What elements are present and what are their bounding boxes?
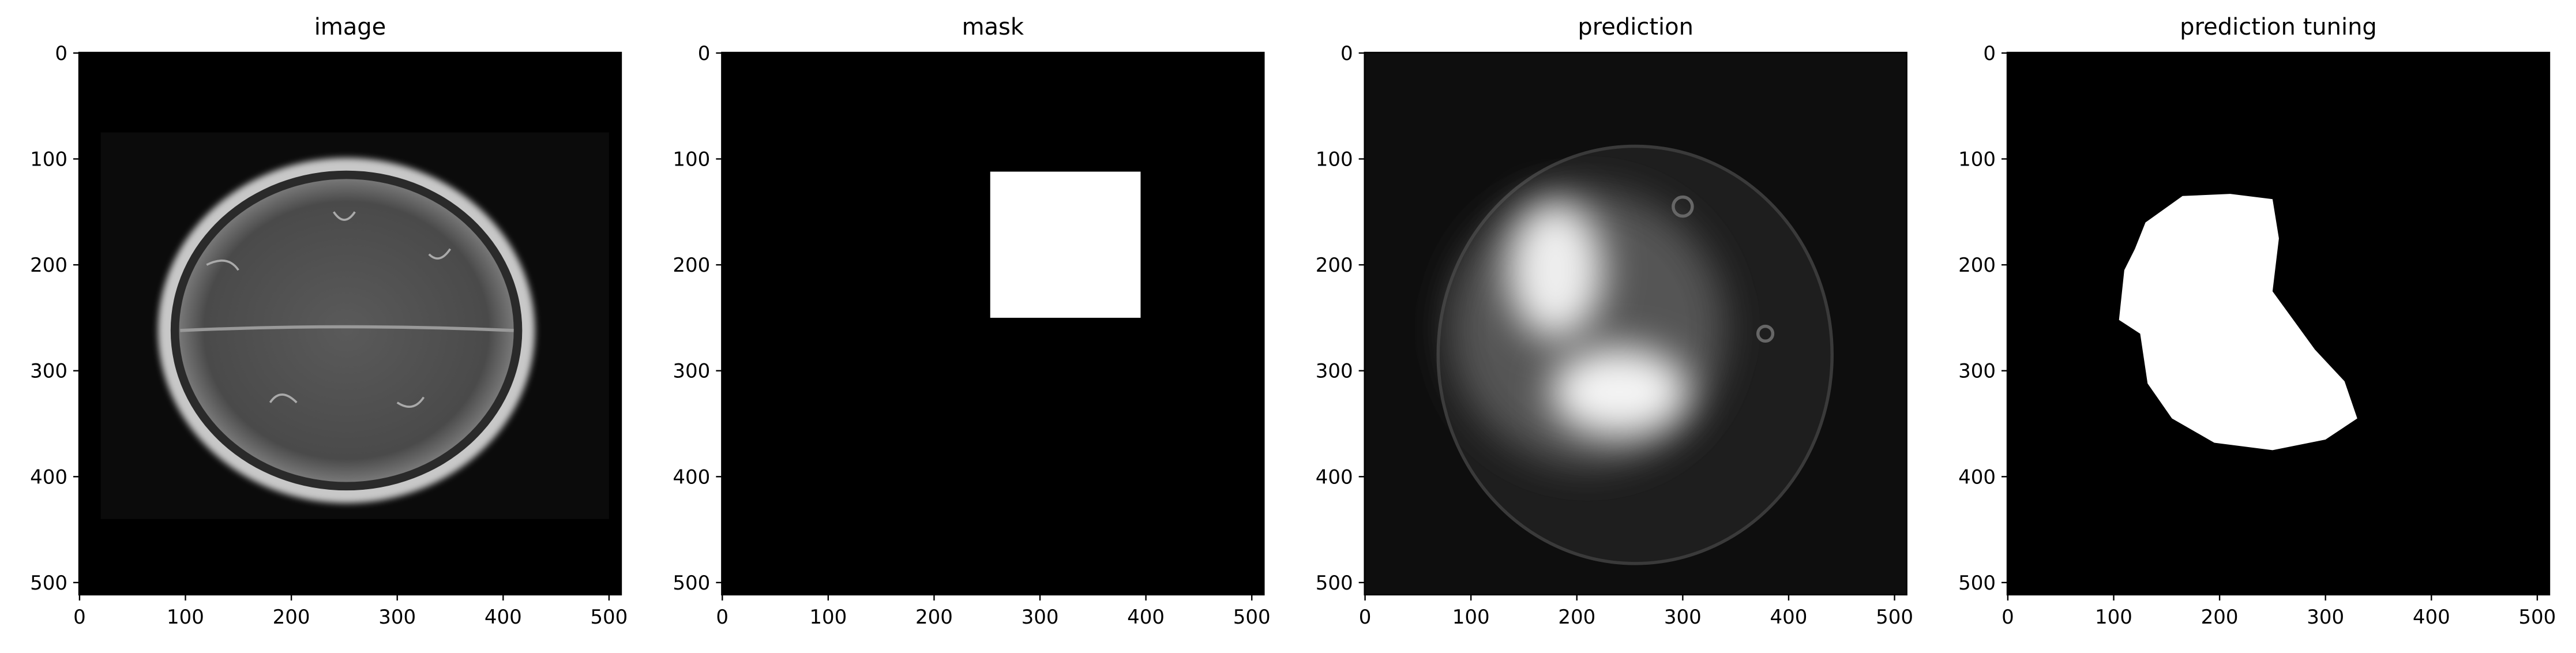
- y-tick-label: 400: [673, 466, 710, 489]
- x-tick-label: 0: [73, 606, 86, 629]
- y-tick-label: 200: [30, 254, 67, 277]
- y-tick-label: 0: [1983, 42, 1996, 65]
- axes-frame: [78, 51, 622, 596]
- x-tick-label: 300: [2307, 606, 2344, 629]
- y-tick-label: 0: [55, 42, 67, 65]
- x-tick-label: 200: [915, 606, 953, 629]
- x-tick-label: 300: [1664, 606, 1702, 629]
- y-tick-label: 200: [1316, 254, 1353, 277]
- x-tick-label: 400: [485, 606, 522, 629]
- x-tick-label: 0: [1359, 606, 1372, 629]
- x-tick-label: 100: [167, 606, 204, 629]
- panel-title: prediction: [1578, 14, 1693, 40]
- x-tick-label: 500: [1876, 606, 1913, 629]
- axes-frame: [721, 51, 1265, 596]
- x-tick-label: 500: [590, 606, 628, 629]
- prediction-tuning-picture: [2007, 52, 2549, 595]
- y-tick-label: 500: [673, 572, 710, 595]
- panel-title: mask: [962, 14, 1024, 40]
- y-tick-label: 400: [1958, 466, 1996, 489]
- panel-title: image: [314, 14, 386, 40]
- x-tick-label: 400: [2413, 606, 2450, 629]
- x-tick-label: 100: [1452, 606, 1490, 629]
- x-tick-label: 400: [1770, 606, 1808, 629]
- y-tick-label: 500: [1958, 572, 1996, 595]
- y-tick-label: 300: [30, 360, 67, 383]
- axes-frame: [1364, 51, 1907, 596]
- y-tick-label: 200: [673, 254, 710, 277]
- y-tick-label: 100: [673, 148, 710, 171]
- axes-frame: [2006, 51, 2551, 596]
- y-tick-label: 400: [30, 466, 67, 489]
- x-tick-label: 200: [273, 606, 310, 629]
- y-tick-label: 500: [1316, 572, 1353, 595]
- panel-title: prediction tuning: [2180, 14, 2377, 40]
- y-tick-label: 500: [30, 572, 67, 595]
- x-tick-label: 100: [2095, 606, 2132, 629]
- x-tick-label: 300: [1022, 606, 1059, 629]
- y-tick-label: 100: [1958, 148, 1996, 171]
- x-tick-label: 0: [2002, 606, 2014, 629]
- x-tick-label: 400: [1127, 606, 1165, 629]
- x-tick-label: 500: [1233, 606, 1271, 629]
- y-tick-label: 400: [1316, 466, 1353, 489]
- y-tick-label: 100: [30, 148, 67, 171]
- x-tick-label: 300: [378, 606, 416, 629]
- x-tick-label: 200: [2201, 606, 2239, 629]
- x-tick-label: 200: [1558, 606, 1595, 629]
- x-tick-label: 100: [809, 606, 847, 629]
- y-tick-label: 0: [1340, 42, 1353, 65]
- y-tick-label: 300: [673, 360, 710, 383]
- x-tick-label: 0: [716, 606, 729, 629]
- prediction-picture: [1364, 52, 1907, 595]
- y-tick-label: 200: [1958, 254, 1996, 277]
- y-tick-label: 300: [1316, 360, 1353, 383]
- image-picture: [79, 52, 621, 595]
- mask-picture: [722, 52, 1264, 595]
- y-tick-label: 0: [698, 42, 711, 65]
- y-tick-label: 100: [1316, 148, 1353, 171]
- x-tick-label: 500: [2518, 606, 2556, 629]
- y-tick-label: 300: [1958, 360, 1996, 383]
